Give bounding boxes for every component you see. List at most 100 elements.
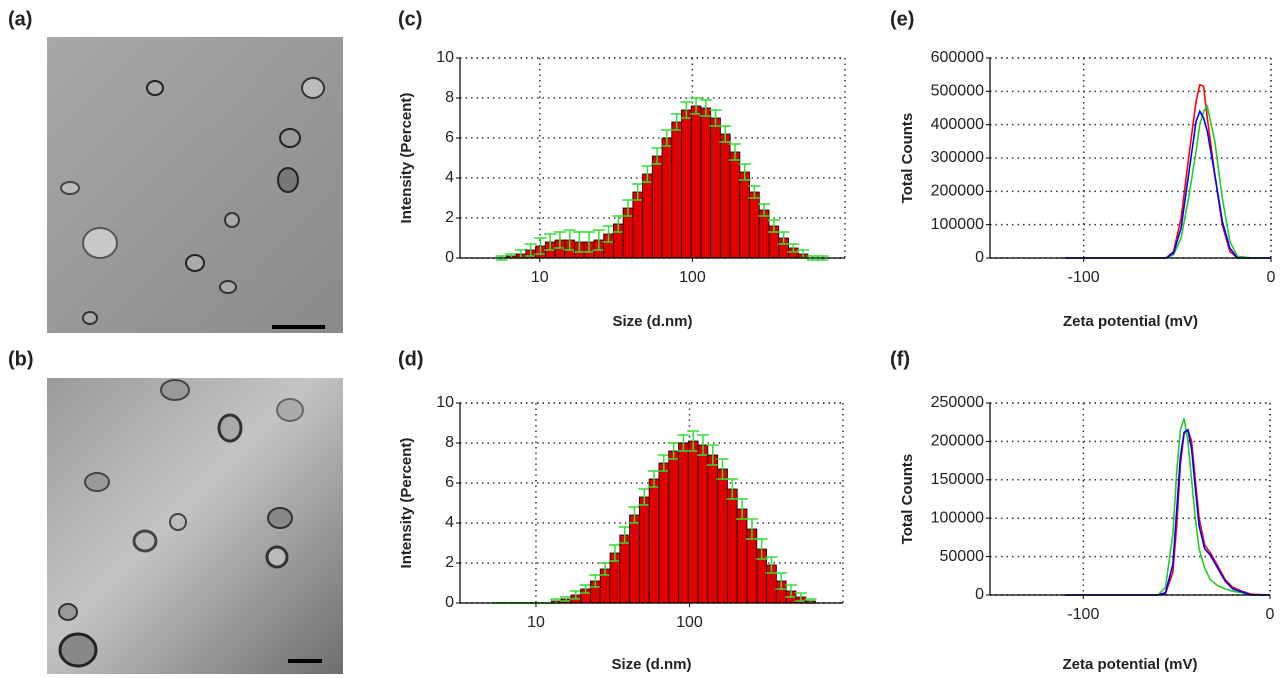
x-tick-label: 0 [1266,606,1275,623]
y-tick-label: 4 [445,169,454,186]
panel-label: (d) [398,348,424,370]
x-tick-label: 100 [679,269,706,286]
error-bar [794,592,807,602]
y-tick-label: 200000 [931,183,984,200]
bar [739,171,750,259]
y-tick-label: 0 [975,249,984,266]
y-tick-label: 4 [445,514,454,531]
error-bar [758,203,771,217]
y-axis-title: Intensity (Percent) [398,438,415,569]
error-bar [787,243,800,253]
error-bar [728,143,741,161]
bar [678,442,689,604]
x-tick-label: 0 [1267,269,1276,286]
error-bar [755,538,768,560]
error-bar [690,97,703,115]
bar [697,444,709,604]
error-bar [631,183,644,201]
bar [707,454,719,604]
bar [710,117,721,259]
y-tick-label: 6 [445,129,454,146]
x-tick-label: 10 [527,614,545,631]
bar [758,209,770,259]
y-tick-label: 10 [436,394,454,411]
bar [729,151,741,259]
x-axis-title: Size (d.nm) [611,656,691,673]
bar [690,105,702,259]
series-line [1064,83,1271,259]
error-bar [602,225,615,243]
bar [717,468,728,604]
bar [736,508,748,604]
error-bar [628,506,641,524]
error-bar [553,231,566,249]
y-tick-label: 0 [445,249,454,266]
error-bar [608,544,621,562]
error-bar [599,562,612,576]
y-tick-label: 8 [445,89,454,106]
panel-label: (a) [8,8,32,30]
error-bar [775,572,788,590]
y-tick-label: 6 [445,474,454,491]
x-tick-label: 10 [531,269,549,286]
y-tick-label: 150000 [931,471,984,488]
y-tick-label: 200000 [931,433,984,450]
bar [720,133,731,259]
y-tick-label: 100000 [931,216,984,233]
bar [661,137,673,259]
bar [671,121,682,259]
series-line [1064,104,1271,259]
error-bar [563,229,576,251]
panel-label: (f) [890,348,910,370]
x-axis-title: Size (d.nm) [612,313,692,330]
error-bar [618,526,631,544]
error-bar [706,444,719,466]
error-bar [670,113,683,131]
bar [700,107,712,259]
bar [668,450,679,604]
error-bar [524,243,537,257]
bar [642,173,653,259]
y-tick-label: 400000 [931,116,984,133]
x-axis-title: Zeta potential (mV) [1063,313,1198,330]
bar [687,440,699,604]
bar [651,155,663,259]
bar [638,496,650,604]
y-tick-label: 0 [445,594,454,611]
error-bar [667,442,680,460]
series-line [1064,418,1270,596]
error-bar [638,488,651,506]
panel-label: (e) [890,8,914,30]
bar [629,514,640,604]
y-tick-label: 2 [445,554,454,571]
error-bar [719,125,732,143]
x-tick-label: -100 [1067,606,1099,623]
y-tick-label: 600000 [931,49,984,66]
x-tick-label: -100 [1068,269,1100,286]
series-line [1064,109,1271,259]
error-bar [738,163,751,181]
bar [681,109,692,259]
error-bar [785,584,798,598]
bar [619,534,630,604]
error-bar [699,99,712,117]
error-bar [534,237,547,255]
panel-label: (c) [398,8,422,30]
y-tick-label: 2 [445,209,454,226]
bar [648,478,660,604]
error-bar [687,430,700,452]
bar [746,528,758,604]
tem-image-a [47,37,343,333]
y-tick-label: 50000 [940,548,985,565]
bar [632,191,643,259]
y-tick-label: 250000 [931,394,984,411]
y-tick-label: 0 [975,586,984,603]
error-bar [680,101,693,119]
error-bar [696,434,709,456]
bar [658,462,670,604]
y-tick-label: 8 [445,434,454,451]
error-bar [559,596,572,602]
error-bar [641,165,654,183]
panel-label: (b) [8,348,34,370]
